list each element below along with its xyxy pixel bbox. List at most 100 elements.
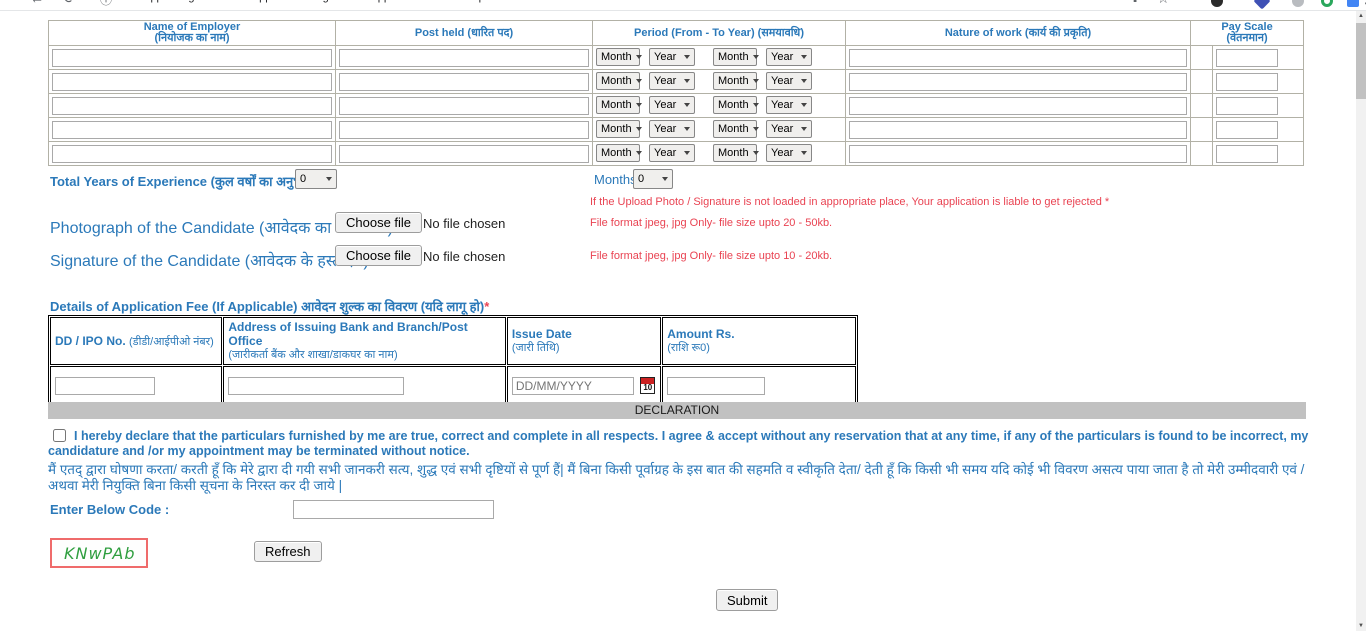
chevron-down-icon (684, 55, 690, 60)
issue-date-input[interactable] (511, 377, 634, 395)
chevron-down-icon (684, 103, 690, 108)
calendar-icon[interactable]: 10 (640, 377, 656, 395)
post-held-input[interactable] (339, 72, 589, 91)
spacer-cell (1190, 69, 1213, 94)
from-year-select[interactable]: Year (649, 72, 695, 91)
enter-code-label: Enter Below Code : (50, 502, 170, 517)
chevron-down-icon (326, 177, 332, 181)
nature-of-work-input[interactable] (849, 96, 1187, 115)
fee-col-amount: Amount Rs. (राशि रू0) (662, 317, 856, 365)
extension-icon[interactable] (1292, 0, 1304, 7)
photo-choose-file-button[interactable]: Choose file (335, 212, 423, 233)
star-icon[interactable]: ☆ (1157, 0, 1170, 7)
dd-ipo-number-input[interactable] (55, 377, 155, 395)
vertical-scrollbar[interactable]: ▲ ▼ (1356, 11, 1366, 631)
scroll-up-icon[interactable]: ▲ (1358, 13, 1364, 19)
chevron-down-icon (635, 103, 642, 108)
amount-input[interactable] (667, 377, 766, 395)
employer-name-input[interactable] (52, 48, 332, 67)
from-month-select[interactable]: Month (596, 72, 642, 91)
chevron-down-icon (752, 151, 759, 156)
post-held-input[interactable] (339, 48, 589, 67)
to-year-select[interactable]: Year (766, 144, 812, 163)
signature-label: Signature of the Candidate (आवेदक के हस्… (50, 253, 375, 270)
extension-icon[interactable] (1253, 0, 1271, 10)
employer-name-input[interactable] (52, 120, 332, 139)
from-month-select[interactable]: Month (596, 48, 642, 67)
to-month-select[interactable]: Month (713, 120, 759, 139)
pay-scale-input[interactable] (1216, 96, 1278, 115)
employer-name-input[interactable] (52, 96, 332, 115)
from-year-select[interactable]: Year (649, 120, 695, 139)
menu-icon[interactable]: ⋮ (1359, 0, 1366, 7)
chevron-down-icon (752, 103, 759, 108)
employer-name-input[interactable] (52, 144, 332, 163)
from-year-select[interactable]: Year (649, 96, 695, 115)
employment-row: Month Year Month Year (48, 45, 1304, 70)
to-month-select[interactable]: Month (713, 48, 759, 67)
col-header-employer: Name of Employer (नियोजक का नाम) (48, 20, 336, 46)
url-bar[interactable]: www.mppolice.gov.in/OnlineApplication/Re… (115, 0, 490, 3)
employment-row: Month Year Month Year (48, 141, 1304, 166)
pay-scale-input[interactable] (1216, 48, 1278, 67)
experience-years-select[interactable]: 0 (295, 169, 337, 189)
declaration-block: I hereby declare that the particulars fu… (48, 429, 1324, 494)
from-month-select[interactable]: Month (596, 96, 642, 115)
submit-button[interactable]: Submit (716, 589, 779, 611)
experience-months-select[interactable]: 0 (633, 169, 673, 189)
to-month-select[interactable]: Month (713, 144, 759, 163)
issuing-bank-address-input[interactable] (228, 377, 405, 395)
to-year-select[interactable]: Year (766, 48, 812, 67)
scrollbar-thumb[interactable] (1356, 23, 1366, 99)
photo-format-note: File format jpeg, jpg Only- file size up… (590, 217, 833, 229)
declaration-english: I hereby declare that the particulars fu… (48, 429, 1309, 458)
post-held-input[interactable] (339, 144, 589, 163)
extension-icon[interactable] (1347, 0, 1359, 7)
to-month-select[interactable]: Month (713, 96, 759, 115)
scroll-down-icon[interactable]: ▼ (1358, 623, 1364, 629)
refresh-button[interactable]: Refresh (254, 541, 322, 562)
extension-icon[interactable] (1211, 0, 1223, 7)
from-year-select[interactable]: Year (649, 48, 695, 67)
spacer-cell (1190, 45, 1213, 70)
pay-scale-input[interactable] (1216, 72, 1278, 91)
nature-of-work-input[interactable] (849, 144, 1187, 163)
employment-header-row: Name of Employer (नियोजक का नाम) Post hel… (48, 20, 1304, 46)
from-month-select[interactable]: Month (596, 120, 642, 139)
extension-icon[interactable] (1321, 0, 1333, 7)
chevron-down-icon (752, 79, 759, 84)
nature-of-work-input[interactable] (849, 72, 1187, 91)
spacer-cell (1190, 117, 1213, 142)
nature-of-work-input[interactable] (849, 48, 1187, 67)
back-icon[interactable]: ← (30, 0, 44, 6)
share-icon[interactable]: ⬆ (1130, 0, 1140, 5)
nature-of-work-input[interactable] (849, 120, 1187, 139)
post-held-input[interactable] (339, 96, 589, 115)
to-year-select[interactable]: Year (766, 96, 812, 115)
chevron-down-icon (684, 151, 690, 156)
fee-header-row: DD / IPO No. (डीडी/आईपीओ नंबर) Address o… (50, 317, 856, 365)
employer-name-input[interactable] (52, 72, 332, 91)
captcha-image: KNwPAb (50, 538, 148, 568)
post-held-input[interactable] (339, 120, 589, 139)
col-header-post: Post held (धारित पद) (335, 20, 593, 46)
signature-choose-file-button[interactable]: Choose file (335, 245, 423, 266)
from-year-select[interactable]: Year (649, 144, 695, 163)
to-year-select[interactable]: Year (766, 120, 812, 139)
employment-row: Month Year Month Year (48, 93, 1304, 118)
chevron-down-icon (662, 177, 668, 181)
to-year-select[interactable]: Year (766, 72, 812, 91)
captcha-code-input[interactable] (293, 500, 494, 519)
spacer-cell (1190, 141, 1213, 166)
browser-toolbar: ← ⟳ ⓘ www.mppolice.gov.in/OnlineApplicat… (0, 0, 1366, 11)
employment-row: Month Year Month Year (48, 117, 1304, 142)
declaration-checkbox[interactable] (53, 429, 66, 442)
chevron-down-icon (801, 127, 807, 132)
pay-scale-input[interactable] (1216, 120, 1278, 139)
to-month-select[interactable]: Month (713, 72, 759, 91)
fee-col-address: Address of Issuing Bank and Branch/Post … (223, 317, 506, 365)
page-info-icon[interactable]: ⓘ (100, 0, 113, 7)
pay-scale-input[interactable] (1216, 144, 1278, 163)
reload-icon[interactable]: ⟳ (64, 0, 76, 7)
from-month-select[interactable]: Month (596, 144, 642, 163)
